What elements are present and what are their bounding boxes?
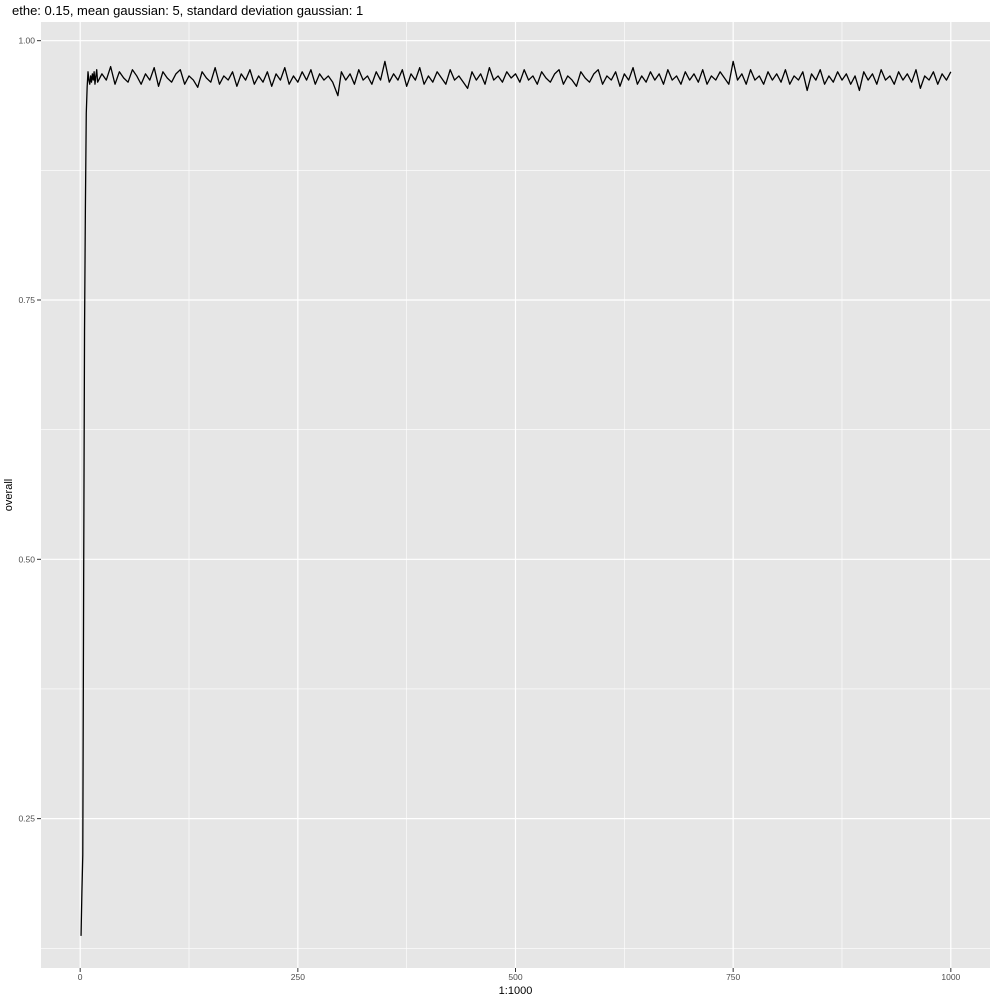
y-axis: 0.25 0.50 0.75 1.00 [18,36,41,824]
x-tick-label: 500 [508,972,522,982]
series-line [80,60,952,936]
y-axis-title: overall [3,479,15,511]
y-tick-label: 1.00 [18,36,35,46]
x-tick-label: 250 [291,972,305,982]
x-axis-title: 1:1000 [499,985,533,997]
y-tick-label: 0.75 [18,295,35,305]
x-tick-label: 750 [726,972,740,982]
chart-title: ethe: 0.15, mean gaussian: 5, standard d… [12,3,364,18]
y-tick-label: 0.50 [18,554,35,564]
x-tick-label: 0 [78,972,83,982]
x-tick-label: 1000 [941,972,960,982]
x-axis: 0 250 500 750 1000 [78,968,961,982]
major-gridlines [41,22,990,968]
y-tick-label: 0.25 [18,814,35,824]
